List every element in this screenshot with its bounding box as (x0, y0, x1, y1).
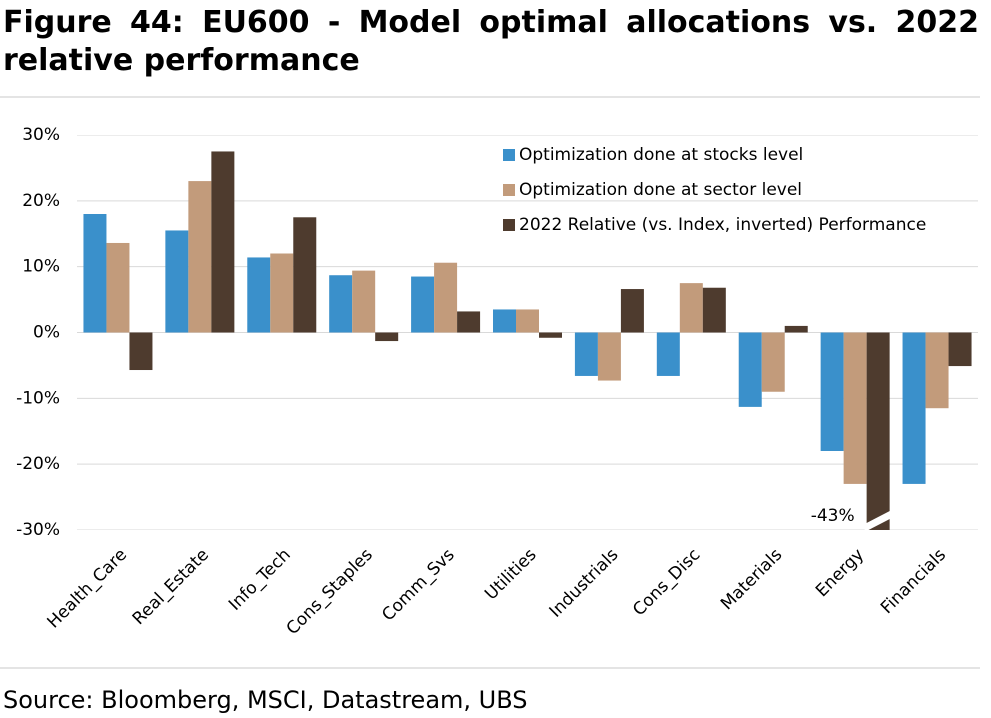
y-tick-label: 20% (22, 191, 60, 211)
plot-area (77, 135, 978, 530)
x-tick-label: Utilities (481, 545, 540, 604)
bar (375, 332, 399, 342)
bar (597, 332, 621, 381)
bar (620, 289, 644, 333)
bar (843, 332, 867, 484)
bar (656, 332, 680, 376)
bar (457, 311, 481, 333)
y-tick-label: 0% (33, 323, 60, 343)
bar (329, 275, 353, 333)
y-tick-label: 30% (22, 125, 60, 145)
source: Source: Bloomberg, MSCI, Datastream, UBS (3, 686, 528, 714)
bar (434, 262, 458, 333)
x-tick-label: Materials (717, 545, 786, 614)
bar (925, 332, 949, 409)
bar (211, 151, 235, 333)
x-tick-label: Cons_Disc (629, 545, 704, 620)
x-tick-label: Health_Care (44, 545, 131, 632)
bar (83, 214, 107, 333)
bar (820, 332, 844, 451)
data-label: -43% (811, 506, 855, 526)
x-tick-label: Financials (877, 545, 950, 618)
y-tick-label: 10% (22, 257, 60, 277)
bar (129, 332, 153, 371)
bar (574, 332, 598, 376)
bar (679, 283, 703, 333)
bar (493, 309, 516, 333)
bar (702, 287, 726, 333)
bar (411, 276, 435, 333)
x-tick-label: Energy (812, 545, 868, 601)
legend-swatch (503, 219, 515, 231)
legend-swatch (503, 184, 515, 196)
y-tick-label: -10% (16, 388, 60, 408)
x-tick-label: Industrials (546, 545, 623, 622)
bar (270, 253, 294, 333)
bar (738, 332, 762, 407)
bar (539, 332, 562, 338)
bar (948, 332, 972, 367)
x-tick-label: Info_Tech (225, 545, 295, 615)
x-tick-label: Real_Estate (129, 545, 213, 629)
x-tick-label: Cons_Staples (283, 545, 377, 639)
bar (866, 332, 890, 530)
chart-title: Figure 44: EU600 - Model optimal allocat… (3, 5, 979, 78)
bar (784, 325, 808, 333)
axis-break (864, 510, 892, 530)
legend-label: Optimization done at stocks level (519, 145, 803, 165)
bar (902, 332, 926, 484)
legend-label: 2022 Relative (vs. Index, inverted) Perf… (519, 215, 926, 235)
legend-swatch (503, 149, 515, 161)
y-tick-label: -30% (16, 520, 60, 540)
legend-label: Optimization done at sector level (519, 180, 802, 200)
x-tick-label: Comm_Svs (378, 545, 458, 625)
bar (761, 332, 785, 392)
bar (293, 217, 317, 333)
bar (106, 242, 130, 333)
bar (247, 257, 271, 333)
bar (165, 230, 189, 333)
y-tick-label: -20% (16, 454, 60, 474)
bar (352, 270, 376, 333)
bar (188, 181, 212, 333)
bar (516, 309, 539, 333)
